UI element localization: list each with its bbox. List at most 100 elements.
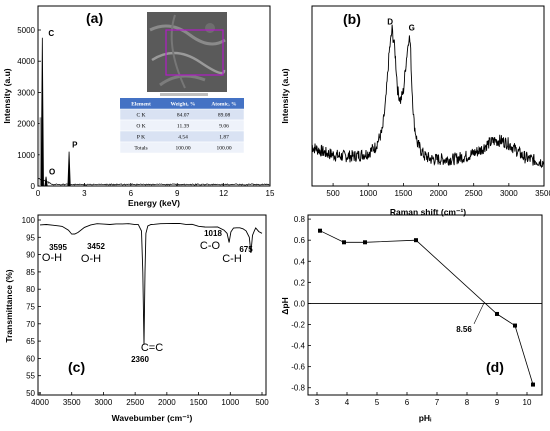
table-cell: 9.06 (219, 124, 229, 130)
eds-peak-O (45, 177, 47, 186)
y-tick-label: 0.4 (294, 257, 306, 266)
y-tick-label: 2000 (17, 120, 35, 129)
y-tick-label: 60 (26, 354, 35, 363)
x-tick-label: 2500 (465, 189, 483, 198)
ftir-band-value-3452: 3452 (87, 242, 105, 251)
panel-a-label: (a) (86, 10, 103, 26)
y-tick-label: 50 (26, 389, 35, 398)
x-tick-label: 9 (495, 398, 500, 407)
ftir-band-value-1018: 1018 (204, 229, 222, 238)
eds-peak-label-C: C (48, 29, 54, 38)
pzc-annotation-leader (474, 303, 484, 323)
eds-peak-P (68, 152, 70, 186)
table-cell: P K (137, 135, 145, 141)
x-tick-label: 3 (82, 189, 87, 198)
panel-c-x-ticks: 4000 3500 3000 2500 2000 1500 1000 500 (31, 392, 269, 407)
ftir-band-group-3452: O-H (81, 253, 101, 265)
x-tick-label: 500 (255, 398, 269, 407)
x-tick-label: 3500 (63, 398, 81, 407)
x-tick-label: 10 (523, 398, 532, 407)
eds-peak-label-O: O (49, 168, 55, 177)
panel-c-ftir: 50556065707580859095100 4000 3500 3000 2500… (4, 215, 269, 423)
x-tick-label: 2000 (158, 398, 176, 407)
panel-b-label: (b) (343, 11, 361, 27)
x-tick-label: 1000 (221, 398, 239, 407)
x-tick-label: 7 (435, 398, 440, 407)
x-tick-label: 15 (266, 189, 275, 198)
y-tick-label: 90 (26, 251, 35, 260)
table-cell: 84.07 (177, 113, 190, 119)
x-tick-label: 9 (175, 189, 180, 198)
table-header-cell: Atomic, % (211, 102, 236, 108)
data-point (318, 229, 322, 233)
panel-a-eds: 0 1000 2000 3000 4000 5000 0 3 6 9 12 15 C O P Eleme… (2, 6, 275, 208)
y-tick-label: 80 (26, 285, 35, 294)
table-cell: 4.54 (178, 135, 188, 141)
data-point (531, 383, 535, 387)
y-tick-label: -0.6 (291, 363, 305, 372)
raman-spectrum-line (312, 25, 544, 168)
panel-d-x-ticks: 3 4 5 6 7 8 9 10 (315, 392, 532, 407)
panel-a-y-axis-label: Intensity (a.u) (2, 68, 12, 123)
eds-peak-C (41, 38, 43, 186)
panel-a-y-ticks: 0 1000 2000 3000 4000 5000 (17, 26, 41, 191)
y-tick-label: 0.0 (294, 299, 306, 308)
x-tick-label: 1500 (394, 189, 412, 198)
y-tick-label: -0.2 (291, 320, 305, 329)
x-tick-label: 3 (315, 398, 320, 407)
panel-a-x-axis-label: Energy (keV) (128, 198, 180, 208)
table-cell: 11.39 (177, 124, 189, 130)
x-tick-label: 3000 (95, 398, 113, 407)
x-tick-label: 3000 (500, 189, 518, 198)
x-tick-label: 2500 (126, 398, 144, 407)
y-tick-label: -0.4 (291, 342, 305, 351)
x-tick-label: 1000 (359, 189, 377, 198)
x-tick-label: 0 (36, 189, 41, 198)
x-tick-label: 4000 (31, 398, 49, 407)
x-tick-label: 4 (345, 398, 350, 407)
data-point (513, 324, 517, 328)
x-tick-label: 6 (129, 189, 134, 198)
eds-element-table: Element Weight, % Atomic, % C K 84.07 89.08 O … (120, 98, 244, 153)
data-point (363, 240, 367, 244)
panel-d-label: (d) (486, 359, 504, 375)
eds-peak-label-P: P (72, 141, 78, 150)
data-point (495, 312, 499, 316)
x-tick-label: 3500 (535, 189, 550, 198)
eds-baseline (38, 178, 269, 185)
raman-peak-label-G: G (409, 24, 415, 33)
x-tick-label: 2000 (430, 189, 448, 198)
y-tick-label: 70 (26, 320, 35, 329)
table-cell: 100.00 (175, 146, 190, 152)
y-tick-label: 85 (26, 268, 35, 277)
table-cell: O K (136, 124, 145, 130)
table-cell: 100.00 (216, 146, 231, 152)
y-tick-label: 4000 (17, 57, 35, 66)
table-header-cell: Weight, % (170, 102, 195, 108)
y-tick-label: 3000 (17, 88, 35, 97)
y-tick-label: 0.8 (294, 215, 306, 224)
panel-d-x-axis-label: pHᵢ (419, 413, 432, 423)
y-tick-label: 1000 (17, 151, 35, 160)
panel-b-raman: 500100015002000250030003500 DG (b) Raman… (280, 6, 550, 217)
panel-c-y-axis-label: Transmittance (%) (4, 269, 14, 342)
data-point (414, 238, 418, 242)
x-tick-label: 1500 (190, 398, 208, 407)
panel-c-annotations: 3595O-H3452O-H2360C=C1018C-O 675C-H (42, 229, 253, 364)
y-tick-label: 75 (26, 303, 35, 312)
ftir-band-value-2360: 2360 (131, 355, 149, 364)
table-header-cell: Element (131, 102, 151, 108)
panel-d-ph: -0.8 -0.6 -0.4 -0.2 0.0 0.2 0.4 0.6 0.8 3 4 5 6 7 8 9 1… (280, 215, 542, 423)
y-tick-label: -0.8 (291, 384, 305, 393)
y-tick-label: 55 (26, 372, 35, 381)
panel-c-label: (c) (68, 359, 85, 375)
ftir-band-group-3595: O-H (42, 252, 62, 264)
ftir-band-group-675: C-H (222, 253, 242, 265)
x-tick-label: 6 (405, 398, 410, 407)
raman-peak-label-D: D (387, 17, 393, 26)
panel-d-y-axis-label: ΔpH (280, 297, 290, 314)
x-tick-label: 500 (326, 189, 340, 198)
y-tick-label: 65 (26, 337, 35, 346)
y-tick-label: 100 (22, 216, 36, 225)
